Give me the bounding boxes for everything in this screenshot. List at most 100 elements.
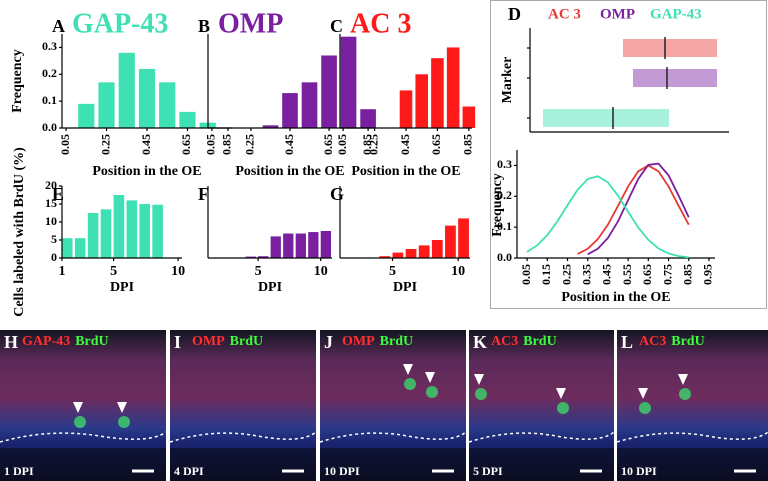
cell: [475, 388, 487, 400]
x-tick-label: 0.65: [429, 134, 443, 155]
bar: [360, 109, 376, 128]
x-tick-label: 10: [171, 264, 185, 279]
cell: [404, 378, 416, 390]
x-tick-label: 0.05: [335, 134, 349, 155]
bar: [139, 204, 150, 258]
stain-label: GAP-43: [22, 334, 70, 349]
basal-lamina: [319, 431, 467, 443]
y-tick-label: 0.1: [497, 219, 512, 233]
y-tick-label: 0.1: [42, 93, 57, 107]
y-tick-label: 0.0: [42, 120, 57, 134]
x-tick-label: 0.45: [282, 134, 296, 155]
y-axis-label: Frequency: [490, 173, 505, 237]
y-tick-label: 0.2: [497, 188, 512, 202]
panel-letter: L: [621, 332, 633, 352]
x-tick-label: 10: [451, 264, 465, 279]
x-tick-label: 0.65: [321, 134, 335, 155]
marker-range: [543, 109, 669, 127]
y-tick-label: 0.3: [42, 39, 57, 53]
bar: [62, 238, 73, 258]
x-axis-label: DPI: [393, 280, 417, 295]
x-axis-label: Position in the OE: [561, 290, 670, 305]
x-tick-label: 0.15: [539, 264, 553, 285]
panel-letter: H: [4, 332, 18, 352]
x-axis-label: DPI: [258, 280, 282, 295]
bar: [179, 111, 196, 128]
panel-letter: K: [473, 332, 487, 352]
x-tick-label: 0.25: [243, 134, 257, 155]
curve: [587, 162, 690, 256]
bar: [405, 249, 417, 258]
bar: [321, 55, 337, 128]
legend-label: OMP: [600, 6, 635, 22]
panel-letter: C: [330, 16, 343, 36]
bar: [431, 240, 443, 258]
bar: [295, 233, 306, 258]
marker-range: [623, 39, 717, 57]
stain-label: BrdU: [230, 334, 263, 349]
bar: [458, 218, 469, 258]
time-label: 5 DPI: [473, 464, 503, 478]
x-axis-label: DPI: [110, 280, 134, 295]
panel-letter: B: [198, 16, 210, 36]
lamina-propria: [469, 448, 614, 481]
chart-title: AC 3: [350, 8, 411, 39]
panel-letter: F: [198, 184, 209, 204]
y-tick-label: 10: [45, 214, 57, 228]
y-tick-label: 0.0: [497, 250, 512, 264]
lamina-propria: [320, 448, 466, 481]
curve: [577, 164, 690, 255]
cell: [679, 388, 691, 400]
marker-range: [633, 69, 717, 87]
bar: [320, 231, 331, 258]
bar: [126, 200, 138, 258]
y-axis-label: Marker: [500, 57, 515, 104]
bar: [270, 236, 281, 258]
panel-letter: E: [52, 184, 64, 204]
y-tick-label: 0.2: [42, 66, 57, 80]
x-tick-label: 0.05: [204, 134, 218, 155]
cell: [639, 402, 651, 414]
bar: [258, 256, 269, 258]
chart-title: GAP-43: [72, 8, 168, 39]
arrowhead: [638, 388, 648, 399]
arrowhead: [425, 372, 435, 383]
arrowhead: [403, 364, 413, 375]
x-tick-label: 0.05: [58, 134, 72, 155]
bar: [100, 209, 112, 258]
bar: [98, 82, 115, 128]
cell: [557, 402, 569, 414]
bar: [418, 245, 430, 258]
x-tick-label: 5: [110, 264, 117, 279]
lamina-propria: [170, 448, 316, 481]
panel-letter: G: [330, 184, 344, 204]
time-label: 1 DPI: [4, 464, 34, 478]
x-tick-label: 0.25: [98, 134, 112, 155]
bar: [301, 82, 318, 128]
x-tick-label: 0.65: [179, 134, 193, 155]
chart-title: OMP: [218, 8, 283, 39]
panel-letter: I: [174, 332, 181, 352]
x-tick-label: 10: [314, 264, 328, 279]
panel-letter: A: [52, 16, 65, 36]
panel-letter: D: [508, 4, 521, 24]
arrowhead: [678, 374, 688, 385]
basal-lamina: [169, 431, 317, 443]
x-tick-label: 0.45: [139, 134, 153, 155]
y-axis-label: Frequency: [10, 49, 25, 113]
bar: [340, 36, 357, 128]
bar: [283, 233, 294, 258]
stain-label: BrdU: [523, 334, 556, 349]
x-tick-label: 1: [59, 264, 66, 279]
curve: [526, 175, 689, 259]
x-tick-label: 5: [255, 264, 262, 279]
y-axis-label: Cells labeled with BrdU (%): [12, 147, 27, 317]
stain-label: BrdU: [75, 334, 108, 349]
basal-lamina: [0, 431, 167, 443]
cell: [426, 386, 438, 398]
bar: [431, 58, 444, 128]
bar: [446, 47, 460, 128]
bar: [138, 68, 156, 128]
x-tick-label: 5: [389, 264, 396, 279]
x-tick-label: 0.45: [600, 264, 614, 285]
